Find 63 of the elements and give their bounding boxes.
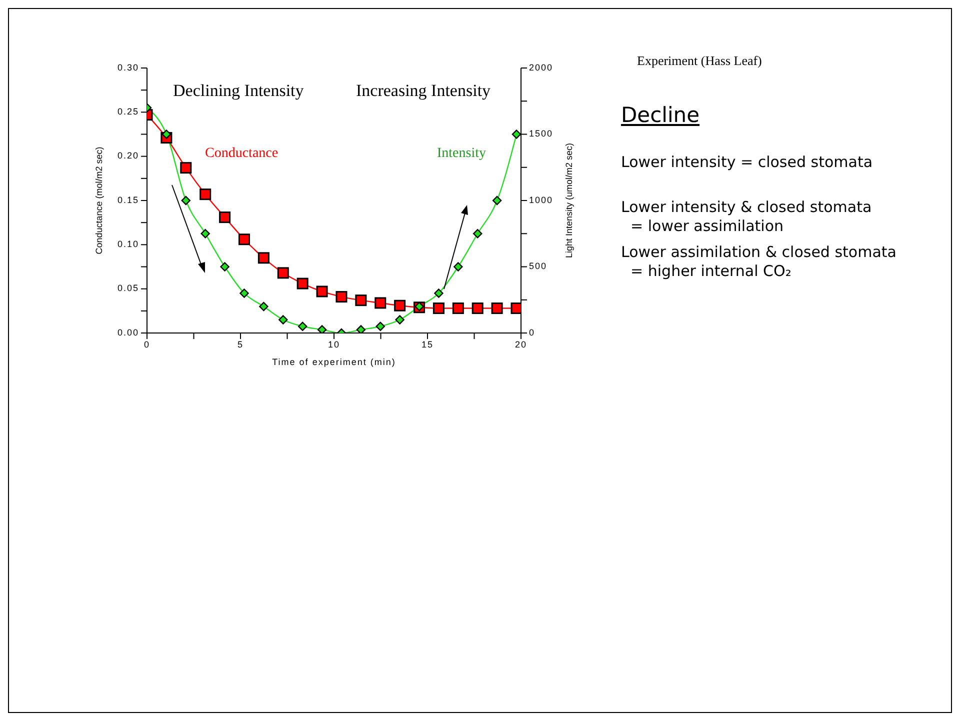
point [316,286,328,298]
point [180,162,192,174]
y2-tick-label: 1000 [529,194,554,205]
point [200,229,210,238]
series-label: Conductance [205,146,278,162]
y2-tick-label: 2000 [529,62,554,72]
series-label: Intensity [437,146,486,162]
text: Lower intensity & closed stomata = lower assimilation [621,198,872,236]
y-axis-title: Conductance (mol/m2 sec) [94,146,104,254]
point [240,288,249,298]
x-tick-label: 20 [514,339,528,350]
y2-tick-label: 0 [529,327,536,338]
text: Lower assimilation & closed stomata = higher internal CO₂ [621,243,896,281]
point [394,300,406,312]
point [454,262,463,272]
y-tick-label: 0.05 [117,283,139,294]
point [432,302,444,314]
point [277,267,289,279]
y-tick-label: 0.15 [117,194,139,205]
point [317,325,327,333]
y-tick-label: 0.00 [117,327,139,338]
y2-tick-label: 1500 [529,128,554,139]
text: Decline [621,103,700,127]
point [278,315,288,324]
point [510,302,521,314]
point [473,229,482,238]
point [258,252,270,264]
point [434,288,444,298]
x-axis-title: Time of experiment (min) [272,357,396,367]
y-tick-label: 0.20 [117,150,139,161]
text: Experiment (Hass Leaf) [637,53,762,69]
annotation: Declining Intensity [173,81,304,101]
point [296,278,308,290]
y-tick-label: 0.25 [117,106,139,117]
point [238,234,250,246]
y-tick-label: 0.30 [117,62,139,72]
point [376,322,385,331]
point [452,302,464,314]
point [355,294,367,306]
point [181,196,190,206]
y2-tick-label: 500 [529,261,548,272]
point [259,302,268,312]
point [200,188,212,200]
y2-axis-title: Light Intensity (umol/m2 sec) [564,142,574,258]
point [472,302,484,314]
point [298,322,308,331]
x-tick-label: 0 [144,339,150,350]
x-tick-label: 15 [421,339,434,350]
point [220,262,230,272]
point [491,302,503,314]
y-tick-label: 0.10 [117,239,139,250]
point [395,315,404,324]
annotation: Increasing Intensity [356,81,491,101]
point [219,212,231,224]
point [512,130,521,139]
x-tick-label: 10 [328,339,340,350]
point [162,130,172,139]
x-tick-label: 5 [237,339,244,350]
point [356,325,366,333]
point [492,196,502,206]
point [336,291,348,303]
point [374,297,386,309]
text: Lower intensity = closed stomata [621,153,873,172]
